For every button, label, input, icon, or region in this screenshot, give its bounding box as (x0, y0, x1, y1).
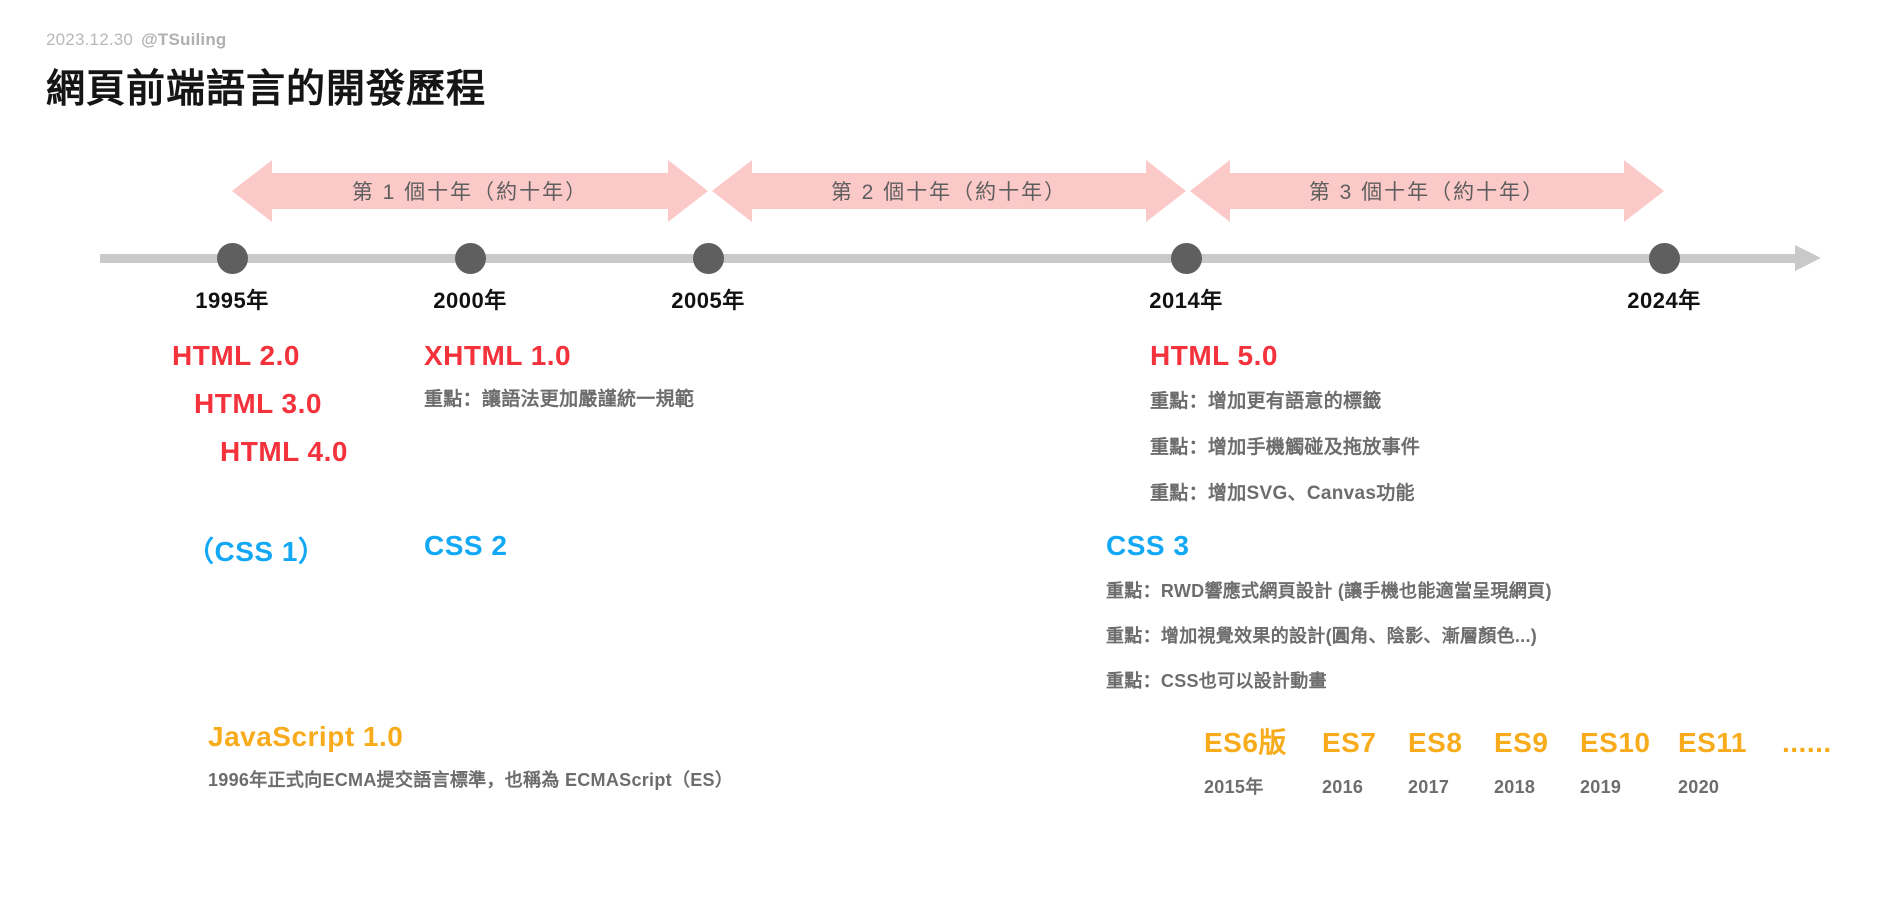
timeline-year-label: 2000年 (433, 288, 507, 313)
ecmascript-version-label: ES8 (1408, 727, 1463, 758)
xhtml-heading: XHTML 1.0 (424, 340, 572, 371)
xhtml-note: 重點：讓語法更加嚴謹統一規範 (424, 389, 695, 410)
timeline-axis-arrow-icon (1795, 245, 1821, 271)
ecmascript-year-label: 2019 (1580, 777, 1622, 797)
decade-label: 第 2 個十年（約十年） (830, 181, 1068, 204)
ecmascript-version-label: ES11 (1678, 727, 1747, 758)
timeline-dot[interactable] (1648, 243, 1680, 274)
timeline-axis-line (100, 254, 1800, 263)
timeline-dot[interactable] (692, 243, 724, 274)
css3-note: 重點：RWD響應式網頁設計 (讓手機也能適當呈現網頁) (1106, 581, 1552, 601)
html-version-label: HTML 2.0 (172, 340, 300, 371)
ecmascript-version-label: ES9 (1494, 727, 1549, 758)
ecmascript-version-label: ...... (1782, 727, 1832, 758)
html-version-label: HTML 4.0 (220, 436, 348, 467)
ecmascript-block: ES6版 ES7 ES8 ES9 ES10 ES11...... 2015年 2016 201… (1204, 721, 1832, 799)
ecmascript-year-label: 2016 (1322, 777, 1364, 797)
timeline-dot[interactable] (216, 243, 248, 274)
html-version-label: HTML 3.0 (194, 388, 322, 419)
html5-note: 重點：增加SVG、Canvas功能 (1150, 483, 1415, 504)
css3-heading: CSS 3 (1106, 530, 1190, 561)
page-title: 網頁前端語言的開發歷程 (46, 68, 487, 111)
decade-arrow: 第 3 個十年（約十年） (1190, 160, 1664, 222)
html5-note: 重點：增加手機觸碰及拖放事件 (1150, 437, 1421, 458)
header: 2023.12.30 @TSuiling 網頁前端語言的開發歷程 (46, 30, 486, 114)
decade-label: 第 3 個十年（約十年） (1308, 181, 1546, 204)
timeline-year-label: 2005年 (671, 288, 745, 313)
timeline-dot[interactable] (454, 243, 486, 274)
ecmascript-year-label: 2017 (1408, 777, 1450, 797)
publish-date: 2023.12.30 (46, 30, 134, 49)
css2-block: CSS 2 (424, 530, 507, 562)
css1-block: （CSS 1） (186, 530, 326, 570)
decade-arrow: 第 2 個十年（約十年） (712, 160, 1186, 222)
css3-block: CSS 3 重點：RWD響應式網頁設計 (讓手機也能適當呈現網頁) 重點：增加視… (1106, 530, 1552, 697)
css3-note: 重點：增加視覺效果的設計(圓角、陰影、漸層顏色...) (1106, 626, 1538, 646)
ecmascript-year-label: 2018 (1494, 777, 1536, 797)
timeline-dot[interactable] (1170, 243, 1202, 274)
css2-heading: CSS 2 (424, 530, 508, 561)
ecmascript-version-label: ES7 (1322, 727, 1377, 758)
ecmascript-year-label: 2015年 (1204, 777, 1264, 797)
javascript-note: 1996年正式向ECMA提交語言標準，也稱為 ECMAScript（ES） (208, 770, 734, 790)
timeline-year-label: 2024年 (1627, 288, 1701, 313)
css1-heading: （CSS 1） (186, 536, 327, 567)
ecmascript-version-label: ES6版 (1204, 727, 1287, 758)
ecmascript-version-row: ES6版 ES7 ES8 ES9 ES10 ES11...... (1204, 721, 1832, 761)
html5-heading: HTML 5.0 (1150, 340, 1278, 371)
ecmascript-year-row: 2015年 2016 2017 2018 2019 2020 (1204, 773, 1832, 799)
meta-line: 2023.12.30 @TSuiling (46, 30, 486, 50)
decade-label: 第 1 個十年（約十年） (351, 181, 589, 204)
html-early-versions-block: HTML 2.0 HTML 3.0 HTML 4.0 (172, 340, 348, 468)
ecmascript-version-label: ES10 (1580, 727, 1651, 758)
html5-note: 重點：增加更有語意的標籤 (1150, 391, 1382, 412)
ecmascript-year-label: 2020 (1678, 777, 1720, 797)
javascript-heading: JavaScript 1.0 (208, 721, 404, 752)
decade-arrow: 第 1 個十年（約十年） (232, 160, 708, 222)
javascript-block: JavaScript 1.0 1996年正式向ECMA提交語言標準，也稱為 EC… (208, 721, 733, 796)
html5-block: HTML 5.0 重點：增加更有語意的標籤 重點：增加手機觸碰及拖放事件 重點：… (1150, 340, 1420, 510)
author-handle: @TSuiling (141, 30, 227, 49)
timeline-year-label: 2014年 (1149, 288, 1223, 313)
css3-note: 重點：CSS也可以設計動畫 (1106, 671, 1327, 691)
timeline-year-label: 1995年 (195, 288, 269, 313)
xhtml-block: XHTML 1.0 重點：讓語法更加嚴謹統一規範 (424, 340, 694, 416)
